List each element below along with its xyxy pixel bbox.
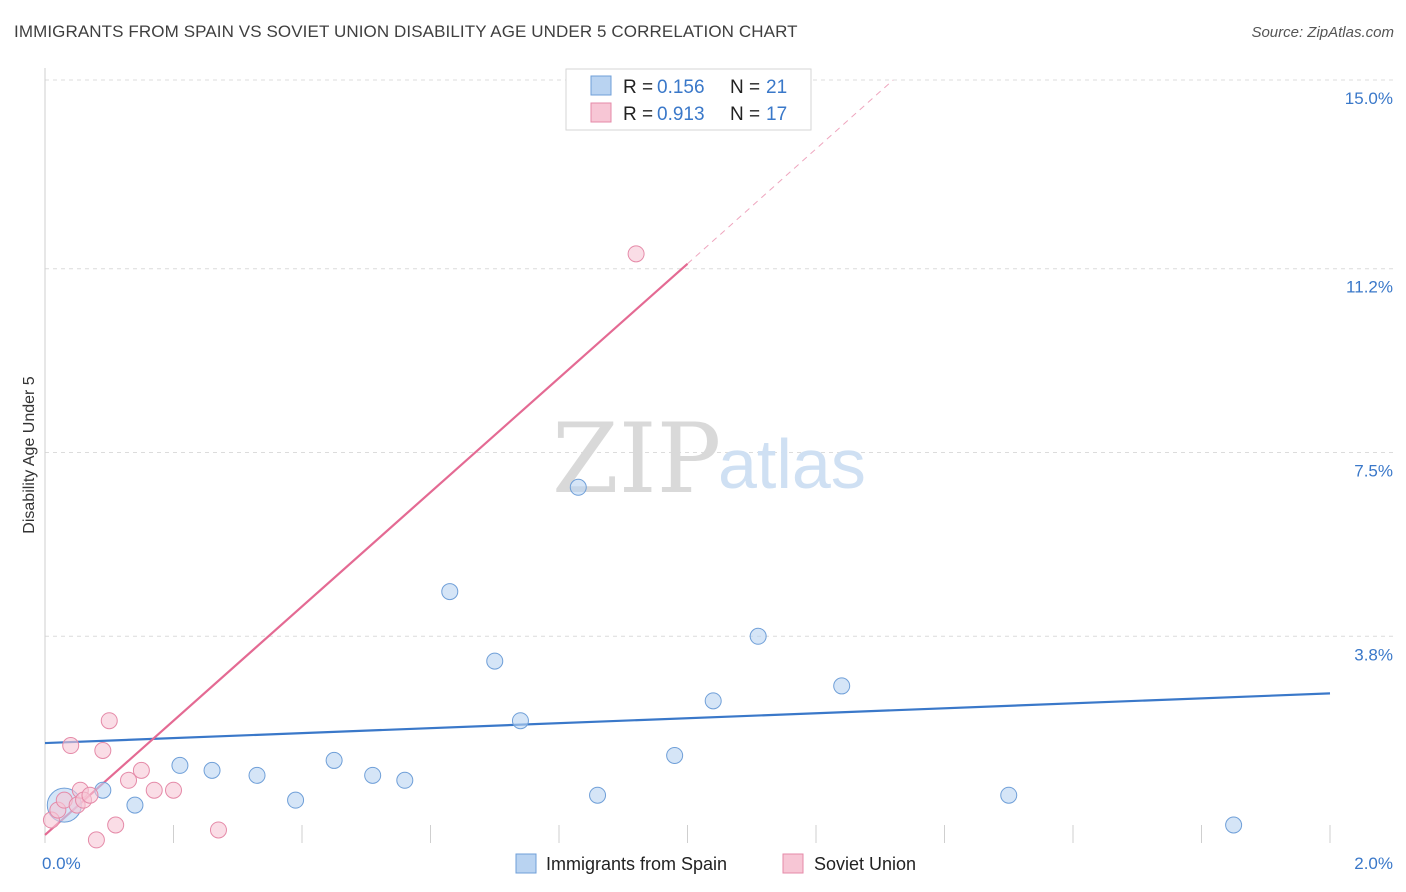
point-soviet-15 xyxy=(165,781,182,799)
legend-r-label-1: R = xyxy=(623,77,653,98)
point-spain-16 xyxy=(704,692,722,710)
x-tick-label-0: 0.0% xyxy=(42,854,81,873)
watermark-zip: ZIP xyxy=(552,403,721,515)
y-tick-label-0: 3.8% xyxy=(1354,645,1393,664)
point-soviet-17 xyxy=(627,245,645,263)
point-soviet-7 xyxy=(81,786,99,804)
grid-lines xyxy=(45,79,1395,637)
legend-swatch-blue xyxy=(590,75,612,96)
point-spain-5 xyxy=(248,766,266,784)
point-spain-11 xyxy=(486,652,504,670)
legend-r-value-2: 0.913 xyxy=(657,104,705,125)
point-soviet-12 xyxy=(120,771,138,789)
point-spain-20 xyxy=(1225,816,1243,834)
bottom-legend: Immigrants from Spain Soviet Union xyxy=(515,853,916,874)
point-spain-10 xyxy=(441,583,459,601)
point-soviet-14 xyxy=(145,781,163,799)
bottom-legend-label-spain: Immigrants from Spain xyxy=(546,854,727,874)
y-tick-label-3: 15.0% xyxy=(1345,89,1393,108)
x-tick-label-1: 2.0% xyxy=(1354,854,1393,873)
legend-n-value-1: 21 xyxy=(766,77,787,98)
point-spain-7 xyxy=(325,751,343,769)
point-soviet-13 xyxy=(132,761,150,779)
point-spain-18 xyxy=(833,677,851,695)
bottom-legend-swatch-pink xyxy=(782,853,804,874)
y-tick-label-2: 11.2% xyxy=(1346,278,1393,297)
point-soviet-3 xyxy=(62,737,80,755)
data-points xyxy=(42,245,1243,849)
chart-title: IMMIGRANTS FROM SPAIN VS SOVIET UNION DI… xyxy=(14,22,798,41)
bottom-legend-swatch-blue xyxy=(515,853,537,874)
point-spain-8 xyxy=(364,766,382,784)
legend-r-label-2: R = xyxy=(623,104,653,125)
axes xyxy=(44,68,1331,843)
bottom-legend-label-soviet: Soviet Union xyxy=(814,854,916,874)
watermark-atlas: atlas xyxy=(718,425,866,503)
point-spain-6 xyxy=(287,791,305,809)
point-spain-13 xyxy=(569,478,587,496)
point-soviet-11 xyxy=(107,816,125,834)
y-tick-label-1: 7.5% xyxy=(1354,462,1393,481)
point-soviet-9 xyxy=(94,742,112,759)
source-label: Source: ZipAtlas.com xyxy=(1251,24,1394,41)
legend-box: R = 0.156 N = 21 R = 0.913 N = 17 xyxy=(565,68,812,131)
legend-n-value-2: 17 xyxy=(766,104,787,125)
point-spain-17 xyxy=(749,627,767,645)
tick-labels: 3.8% 7.5% 11.2% 15.0% 0.0% 2.0% xyxy=(42,89,1393,873)
trend-line-0 xyxy=(44,692,1331,745)
trend-line-1 xyxy=(44,262,689,836)
legend-swatch-pink xyxy=(590,102,612,123)
point-spain-15 xyxy=(666,746,684,764)
point-soviet-16 xyxy=(209,821,227,839)
y-axis-label: Disability Age Under 5 xyxy=(21,376,38,534)
point-soviet-10 xyxy=(100,712,118,730)
trend-line-dashed-1 xyxy=(687,79,894,265)
legend-n-label-1: N = xyxy=(730,77,760,98)
point-spain-2 xyxy=(126,796,144,814)
legend-r-value-1: 0.156 xyxy=(657,77,705,98)
point-spain-3 xyxy=(171,756,189,774)
point-spain-12 xyxy=(511,712,529,730)
trend-lines xyxy=(44,79,1331,836)
point-spain-19 xyxy=(1000,786,1018,804)
point-soviet-8 xyxy=(87,831,105,849)
point-spain-4 xyxy=(203,761,221,779)
watermark: ZIP atlas xyxy=(552,403,866,515)
point-spain-14 xyxy=(589,786,607,804)
legend-n-label-2: N = xyxy=(730,104,760,125)
point-spain-9 xyxy=(396,771,414,789)
